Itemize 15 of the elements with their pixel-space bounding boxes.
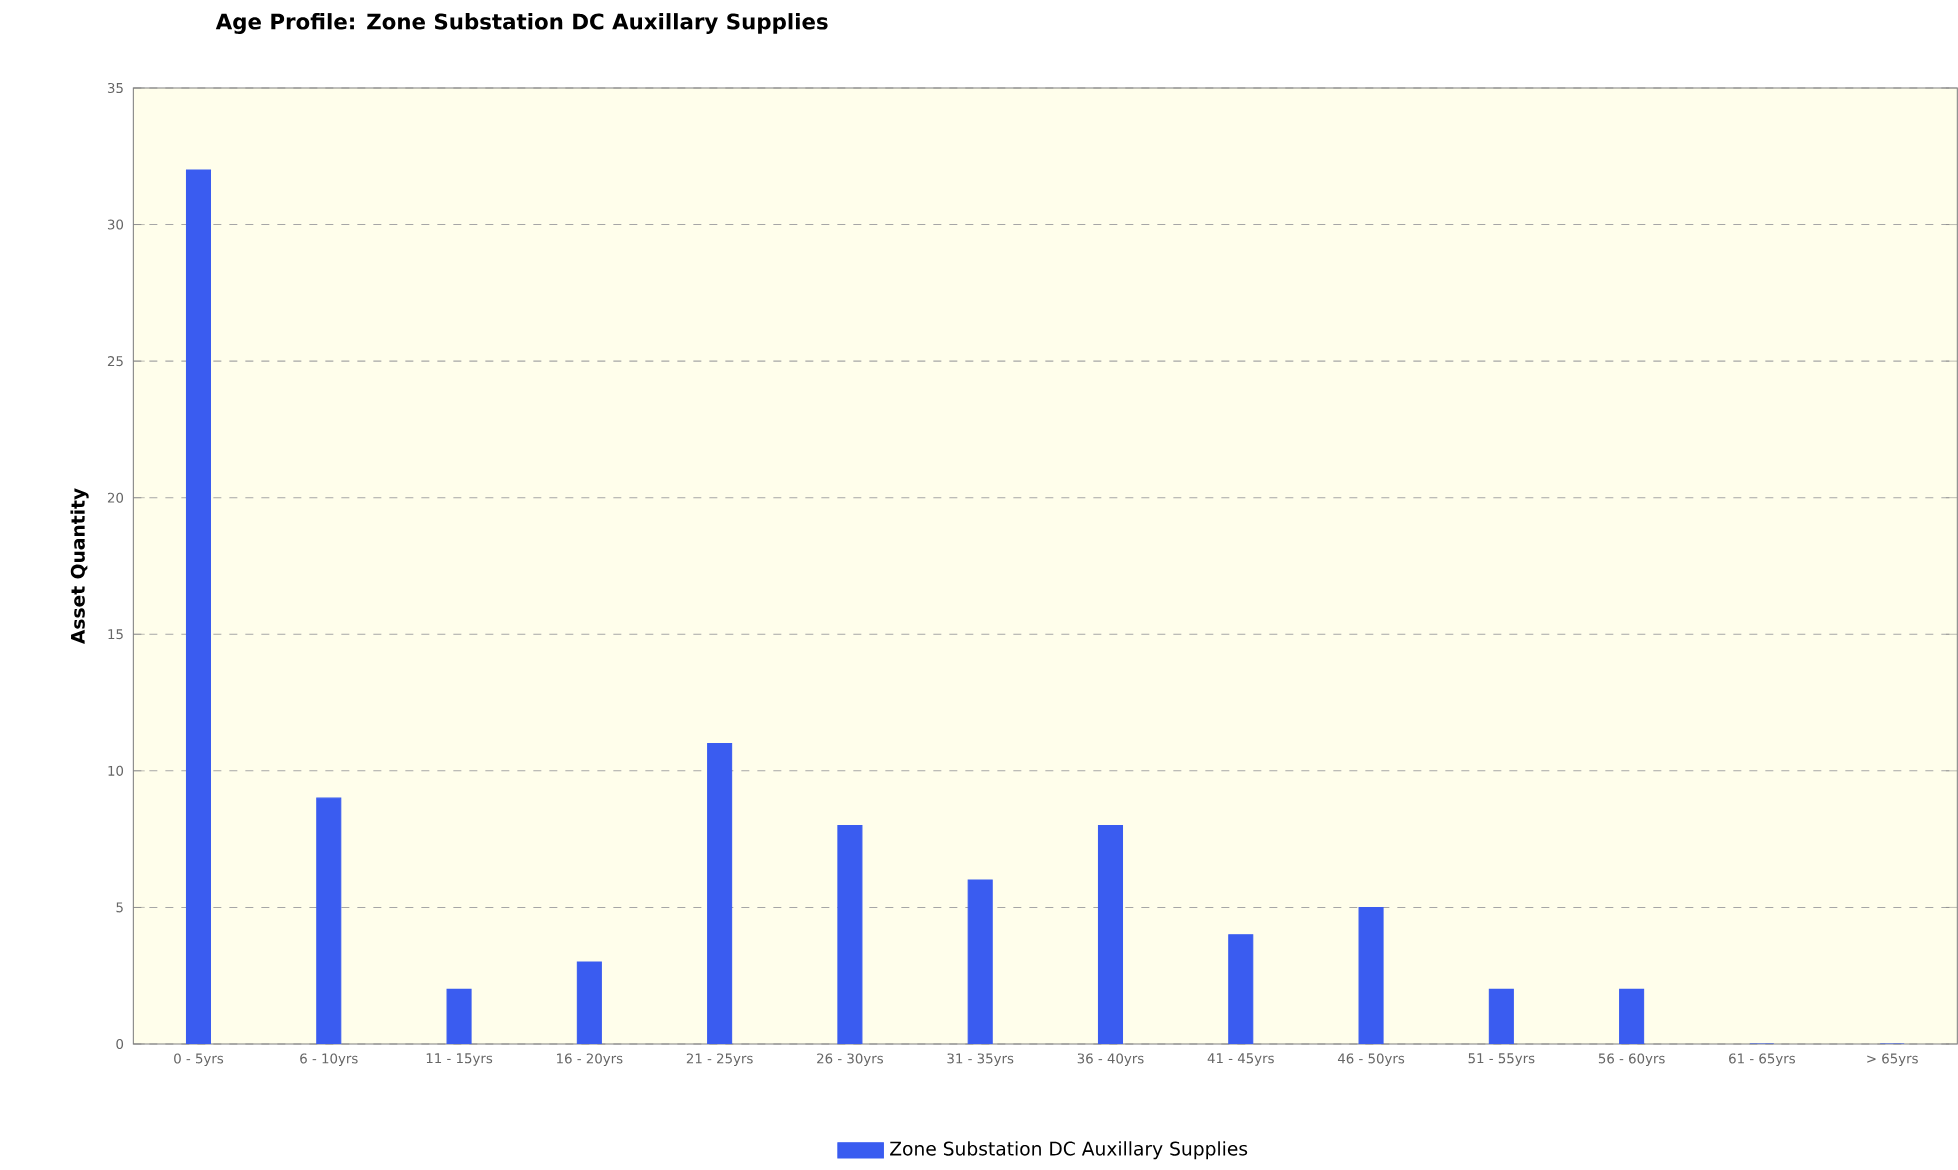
bar	[967, 879, 993, 1044]
bar	[1358, 906, 1384, 1044]
legend-label: Zone Substation DC Auxillary Supplies	[890, 1141, 1248, 1160]
y-axis-title: Asset Quantity	[70, 488, 89, 644]
bar	[1488, 988, 1514, 1044]
bar	[1097, 824, 1124, 1044]
bar	[185, 169, 212, 1044]
bar	[446, 988, 472, 1044]
bar	[316, 797, 342, 1044]
bar	[576, 961, 602, 1044]
bar	[837, 824, 863, 1044]
bar	[1228, 934, 1254, 1044]
bar	[1619, 988, 1645, 1044]
bar	[707, 742, 733, 1044]
chart-title: Age Profile: Zone Substation DC Auxillary Supplies	[215, 13, 828, 34]
